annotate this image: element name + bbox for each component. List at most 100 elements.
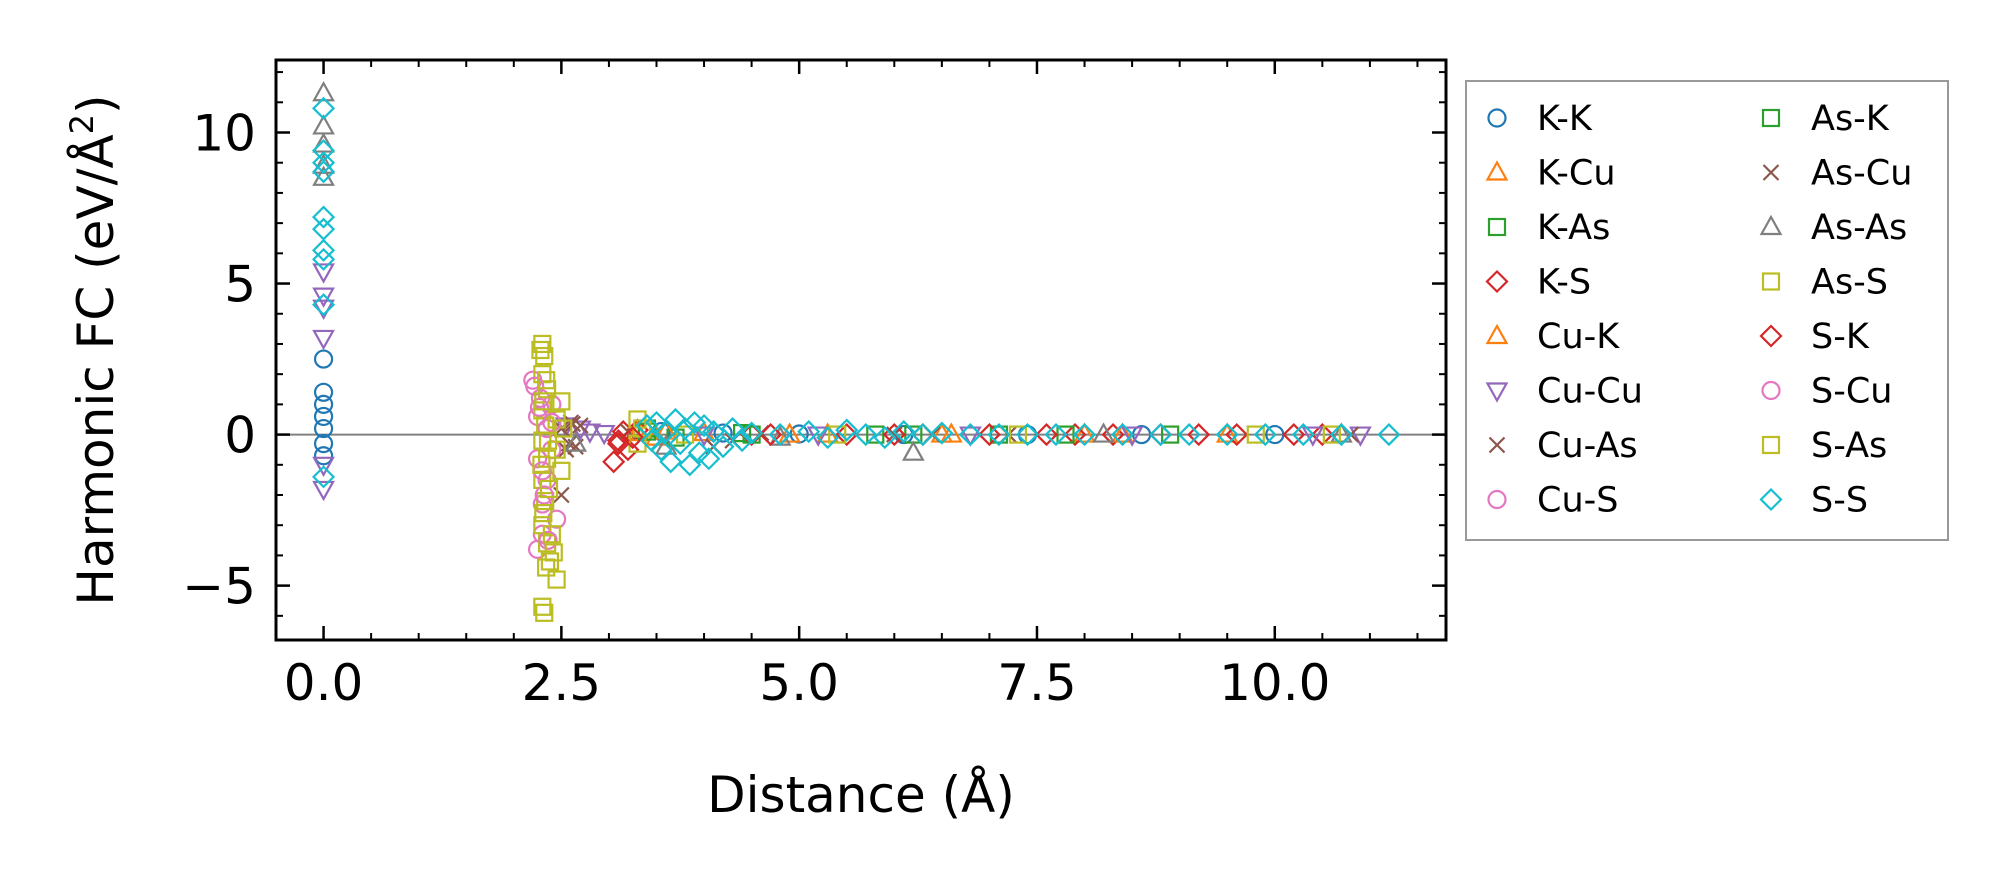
data-point-s-k: [1187, 423, 1211, 447]
legend-label-s-k: S-K: [1811, 317, 1870, 357]
data-point-s-s: [816, 426, 840, 450]
data-point-s-as: [1322, 425, 1341, 444]
data-point-k-k: [313, 418, 334, 439]
data-point-cu-cu: [312, 287, 335, 308]
data-point-cu-cu: [592, 424, 616, 446]
legend-label-cu-s: Cu-S: [1537, 481, 1618, 521]
data-point-k-k: [313, 434, 334, 454]
data-point-s-s: [892, 420, 916, 444]
legend-label-cu-cu: Cu-Cu: [1537, 372, 1643, 412]
data-point-k-cu: [1073, 422, 1096, 443]
x-tick-label: 10.0: [1219, 654, 1330, 712]
data-point-s-s: [697, 447, 721, 471]
data-point-k-k: [313, 446, 334, 466]
data-point-s-as: [542, 525, 561, 544]
data-point-s-cu: [538, 530, 558, 550]
data-point-s-s: [659, 450, 683, 474]
data-point-s-s: [987, 423, 1011, 447]
x-tick-label: 7.5: [997, 654, 1077, 712]
legend-label-s-cu: S-Cu: [1811, 372, 1892, 412]
y-axis-label-main: Harmonic FC (eV/Å: [67, 134, 125, 605]
data-point-as-as: [1092, 422, 1115, 443]
legend-marker-as-k: [1761, 108, 1781, 128]
data-point-s-s: [678, 453, 702, 477]
data-point-k-s: [1225, 423, 1249, 447]
y-tick-label: 10: [192, 105, 256, 163]
data-point-s-k: [759, 423, 783, 447]
y-axis-label-superscript: 2: [63, 114, 101, 134]
legend-label-cu-as: Cu-As: [1537, 426, 1638, 466]
data-point-cu-k: [939, 422, 963, 443]
data-point-k-s: [1310, 423, 1334, 447]
data-point-k-as: [732, 423, 752, 443]
data-point-s-as: [552, 461, 571, 480]
data-point-cu-cu: [1120, 426, 1144, 447]
data-point-k-s: [1063, 423, 1087, 447]
data-point-s-as: [554, 419, 573, 438]
data-point-s-s: [654, 420, 678, 444]
x-tick-label: 5.0: [759, 654, 839, 712]
data-point-s-cu: [542, 412, 562, 433]
legend-marker-cu-s: [1487, 489, 1507, 510]
data-point-s-s: [911, 423, 935, 447]
data-point-s-s: [649, 438, 673, 462]
data-point-k-s: [977, 423, 1001, 447]
data-point-k-k: [713, 423, 733, 443]
data-point-k-cu: [1215, 422, 1239, 443]
legend-label-s-as: S-As: [1811, 426, 1887, 466]
data-point-as-s: [535, 346, 554, 366]
legend-label-s-s: S-S: [1811, 481, 1868, 521]
series-s-k: [606, 423, 1211, 453]
data-point-as-s: [535, 603, 554, 622]
legend-marker-s-s: [1759, 487, 1783, 512]
data-point-cu-cu: [312, 456, 335, 478]
data-point-s-s: [1044, 423, 1068, 447]
data-point-s-as: [531, 340, 550, 360]
data-point-k-s: [1282, 423, 1306, 447]
data-point-s-as: [828, 425, 847, 444]
data-point-s-s: [1215, 423, 1239, 447]
data-point-s-s: [312, 96, 336, 120]
data-point-s-s: [692, 413, 716, 438]
data-point-as-as: [901, 440, 925, 461]
data-point-s-s: [312, 247, 336, 271]
data-point-s-s: [1015, 423, 1040, 447]
legend: K-K K-Cu K-As K-S Cu-K Cu-Cu Cu-As Cu-S As-K As-C…: [1465, 80, 1949, 541]
y-tick-label: −5: [182, 558, 256, 616]
x-tick-label: 0.0: [284, 654, 364, 712]
data-point-s-s: [668, 432, 692, 456]
data-point-s-as: [537, 371, 556, 390]
legend-label-cu-k: Cu-K: [1537, 317, 1620, 357]
data-point-s-as: [552, 392, 571, 411]
data-point-s-as: [539, 479, 559, 499]
plot-frame: [274, 58, 1448, 642]
data-point-s-k: [1034, 423, 1059, 447]
y-axis-label-close: ): [67, 94, 125, 114]
data-point-as-cu: [564, 415, 582, 433]
data-point-as-s: [533, 334, 552, 354]
data-point-s-k: [621, 426, 645, 450]
data-point-s-s: [854, 423, 878, 447]
data-point-k-k: [313, 394, 334, 414]
data-point-cu-cu: [578, 423, 602, 444]
legend-label-as-cu: As-Cu: [1811, 154, 1912, 194]
data-point-cu-cu: [312, 263, 335, 284]
legend-marker-as-cu: [1762, 164, 1780, 181]
data-point-s-s: [873, 426, 897, 450]
legend-label-as-k: As-K: [1811, 99, 1890, 139]
legend-marker-s-cu: [1761, 380, 1781, 401]
data-point-s-s: [1291, 423, 1315, 447]
data-point-k-k: [313, 382, 334, 402]
data-point-cu-cu: [312, 480, 335, 502]
y-axis-label: Harmonic FC (eV/Å2): [63, 94, 125, 605]
data-point-s-cu: [534, 485, 554, 505]
legend-label-as-as: As-As: [1811, 208, 1907, 248]
data-point-as-s: [547, 570, 566, 589]
data-point-cu-cu: [1349, 426, 1372, 447]
legend-label-k-k: K-K: [1537, 99, 1593, 139]
data-point-s-k: [606, 429, 630, 453]
axis-ticks-layer: 0.0 2.5 5.0 7.5 10.0 −5 0 5 10: [182, 60, 1446, 712]
data-point-s-s: [797, 420, 821, 444]
data-point-s-s: [673, 416, 697, 441]
